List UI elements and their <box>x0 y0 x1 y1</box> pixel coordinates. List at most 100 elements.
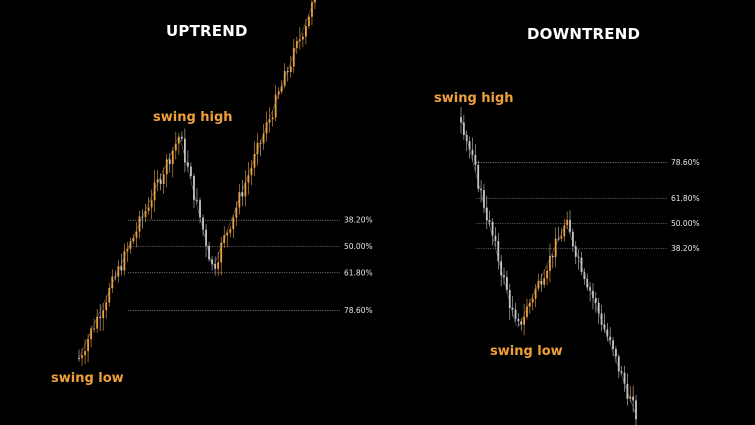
uptrend-candle <box>156 170 159 192</box>
uptrend-candle <box>132 234 135 245</box>
uptrend-candle <box>311 0 313 26</box>
downtrend-candle <box>485 195 488 230</box>
uptrend-candle <box>280 80 283 95</box>
uptrend-candle <box>90 325 93 348</box>
uptrend-candle <box>205 224 207 257</box>
downtrend-candle <box>471 137 474 162</box>
downtrend-trend-line <box>460 116 637 416</box>
uptrend-candle <box>144 203 147 223</box>
downtrend-candle <box>494 227 497 247</box>
downtrend-candle <box>506 270 508 294</box>
downtrend-swing-high-label: swing high <box>434 91 514 106</box>
downtrend-candle <box>480 180 482 203</box>
downtrend-candle <box>460 107 462 134</box>
uptrend-candle <box>123 243 126 276</box>
uptrend-candle <box>99 304 102 332</box>
downtrend-candle <box>474 144 477 172</box>
uptrend-candle <box>268 107 271 133</box>
uptrend-candle <box>232 215 235 239</box>
uptrend-candle <box>193 173 195 209</box>
uptrend-title: UPTREND <box>166 22 248 40</box>
downtrend-candle <box>623 365 626 392</box>
downtrend-candle <box>583 268 586 285</box>
uptrend-candle <box>150 189 153 220</box>
downtrend-candle <box>526 298 528 320</box>
downtrend-candle <box>488 210 491 227</box>
uptrend-fib-label-1: 50.00% <box>344 242 373 251</box>
uptrend-candle <box>314 0 316 10</box>
downtrend-candle <box>557 226 560 242</box>
downtrend-candle <box>606 322 609 342</box>
uptrend-candle <box>244 170 247 207</box>
downtrend-candle <box>554 227 557 268</box>
downtrend-candle <box>563 219 566 242</box>
uptrend-candle <box>304 19 307 45</box>
uptrend-candle <box>208 241 210 262</box>
uptrend-candle <box>289 55 292 78</box>
downtrend-candle <box>543 269 546 288</box>
downtrend-candle <box>594 292 597 313</box>
downtrend-candle <box>560 227 563 242</box>
uptrend-candle <box>295 36 298 54</box>
downtrend-candle <box>468 136 471 159</box>
uptrend-fib-label-0: 38.20% <box>344 216 373 225</box>
uptrend-trend-line <box>78 0 315 359</box>
downtrend-candle <box>528 298 531 314</box>
uptrend-candle <box>250 160 253 186</box>
uptrend-candle <box>286 66 289 82</box>
uptrend-candle <box>308 14 310 29</box>
downtrend-candle <box>497 233 500 270</box>
downtrend-candle <box>574 241 577 265</box>
uptrend-candle <box>229 226 232 238</box>
uptrend-candle <box>247 162 250 195</box>
downtrend-fib-label-2: 50.00% <box>671 219 700 228</box>
downtrend-candle <box>569 210 571 235</box>
uptrend-candle <box>129 237 132 254</box>
uptrend-candle <box>174 131 177 160</box>
uptrend-candle <box>180 131 183 142</box>
uptrend-candle <box>190 162 192 179</box>
downtrend-fib-label-3: 38.20% <box>671 244 700 253</box>
uptrend-candle <box>108 282 111 307</box>
uptrend-candle <box>220 236 223 275</box>
uptrend-candle <box>87 333 89 363</box>
uptrend-candle <box>274 85 277 122</box>
uptrend-candle <box>241 179 244 207</box>
uptrend-candle <box>141 209 144 229</box>
downtrend-candle <box>549 243 551 283</box>
uptrend-candle <box>202 214 204 236</box>
uptrend-candle <box>153 170 156 213</box>
uptrend-fib-label-2: 61.80% <box>344 268 373 277</box>
downtrend-candle <box>537 273 540 292</box>
uptrend-candle <box>105 295 108 319</box>
uptrend-candle <box>187 150 189 172</box>
downtrend-candle <box>477 160 480 193</box>
uptrend-candle <box>214 256 217 276</box>
downtrend-candle <box>620 365 623 376</box>
uptrend-candle <box>96 309 99 333</box>
uptrend-candle <box>165 154 168 188</box>
downtrend-candle <box>571 228 574 252</box>
uptrend-candle <box>171 147 174 178</box>
downtrend-candle <box>566 211 569 229</box>
uptrend-candle <box>102 302 105 331</box>
downtrend-candle <box>597 297 600 325</box>
downtrend-candle <box>609 327 612 345</box>
downtrend-title: DOWNTREND <box>527 25 641 43</box>
uptrend-candle <box>262 124 265 150</box>
uptrend-fib-label-3: 78.60% <box>344 306 373 315</box>
downtrend-fib-label-0: 78.60% <box>671 158 700 167</box>
downtrend-candle <box>483 184 485 214</box>
downtrend-candle <box>600 304 603 332</box>
downtrend-candle <box>546 265 548 286</box>
uptrend-candle <box>238 184 241 215</box>
uptrend-candle <box>301 32 304 48</box>
downtrend-candle <box>551 253 554 269</box>
downtrend-candle <box>580 251 583 276</box>
downtrend-candle <box>531 293 534 311</box>
downtrend-candle <box>577 249 580 270</box>
downtrend-candle <box>603 313 606 333</box>
uptrend-candle <box>226 229 229 248</box>
